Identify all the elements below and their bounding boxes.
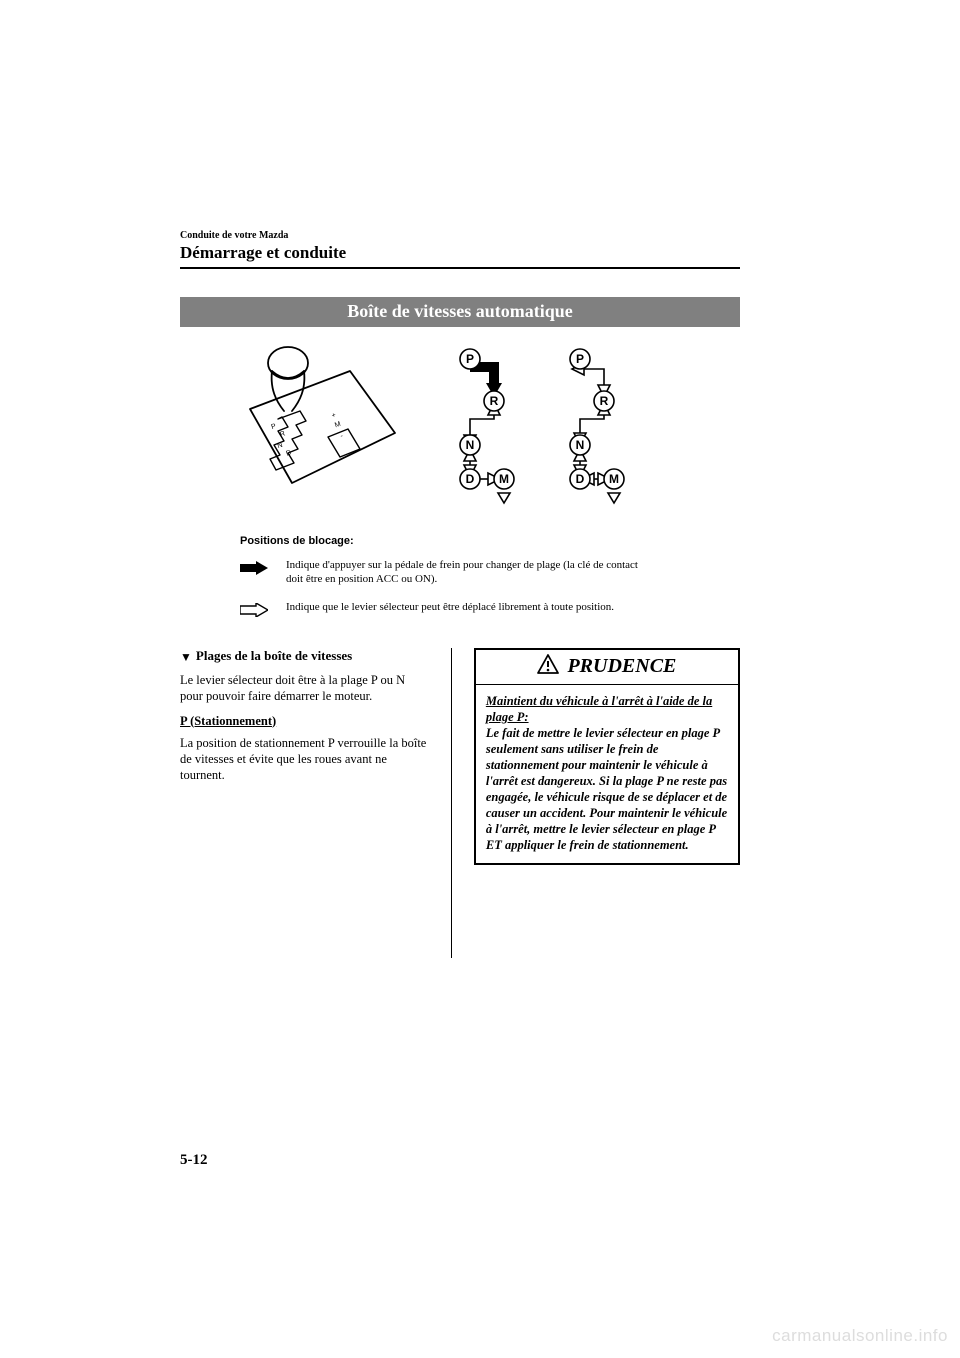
open-arrow-icon: [240, 601, 268, 620]
subsection-heading: ▼ Plages de la boîte de vitesses: [180, 648, 429, 664]
caution-header: PRUDENCE: [476, 650, 738, 685]
left-column: ▼ Plages de la boîte de vitesses Le levie…: [180, 648, 429, 958]
legend-text: Indique d'appuyer sur la pédale de frein…: [286, 559, 646, 587]
shifter-illustration: P R N D M + -: [230, 341, 410, 501]
gear-label: D: [576, 472, 585, 486]
watermark: carmanualsonline.info: [772, 1326, 948, 1346]
caution-text: Le fait de mettre le levier sélecteur en…: [486, 726, 727, 852]
subsection-heading-text: Plages de la boîte de vitesses: [196, 648, 352, 663]
shifter-label: -: [340, 432, 345, 440]
figure-row: P R N D M + -: [180, 341, 740, 511]
caution-lead: Maintient du véhicule à l'arrêt à l'aide…: [486, 694, 712, 724]
caution-title: PRUDENCE: [567, 655, 676, 678]
body-paragraph: La position de stationnement P verrouill…: [180, 735, 429, 783]
down-triangle-icon: ▼: [180, 650, 192, 665]
gear-label: P: [576, 352, 584, 366]
divider: [180, 267, 740, 269]
legend: Positions de blocage: Indique d'appuyer …: [180, 535, 740, 620]
shifter-label: D: [285, 449, 292, 457]
gear-label: M: [609, 472, 619, 486]
breadcrumb: Conduite de votre Mazda: [180, 230, 740, 241]
gear-label: R: [490, 394, 499, 408]
legend-text: Indique que le levier sélecteur peut êtr…: [286, 601, 614, 615]
column-divider: [451, 648, 452, 958]
warning-icon: [537, 654, 559, 679]
body-paragraph: Le levier sélecteur doit être à la plage…: [180, 672, 429, 704]
gear-label: P: [466, 352, 474, 366]
topic-banner: Boîte de vitesses automatique: [180, 297, 740, 327]
shifter-label: N: [277, 442, 284, 450]
inline-heading: P (Stationnement): [180, 714, 429, 729]
gear-label: R: [600, 394, 609, 408]
shifter-label: M: [334, 421, 342, 430]
legend-row: Indique que le levier sélecteur peut êtr…: [240, 601, 740, 620]
gear-label: N: [466, 438, 475, 452]
shifter-label: P: [270, 423, 277, 431]
gear-label: D: [466, 472, 475, 486]
section-title: Démarrage et conduite: [180, 243, 740, 263]
shifter-label: R: [279, 430, 286, 438]
caution-box: PRUDENCE Maintient du véhicule à l'arrêt…: [474, 648, 740, 865]
caution-body: Maintient du véhicule à l'arrêt à l'aide…: [476, 685, 738, 863]
right-column: PRUDENCE Maintient du véhicule à l'arrêt…: [474, 648, 740, 958]
legend-title: Positions de blocage:: [240, 535, 740, 547]
gear-label: N: [576, 438, 585, 452]
shift-pattern-diagram: P R N D M: [440, 341, 670, 511]
legend-row: Indique d'appuyer sur la pédale de frein…: [240, 559, 740, 587]
shifter-label: +: [331, 412, 337, 420]
page-number: 5-12: [180, 1152, 208, 1169]
gear-label: M: [499, 472, 509, 486]
solid-arrow-icon: [240, 559, 268, 578]
